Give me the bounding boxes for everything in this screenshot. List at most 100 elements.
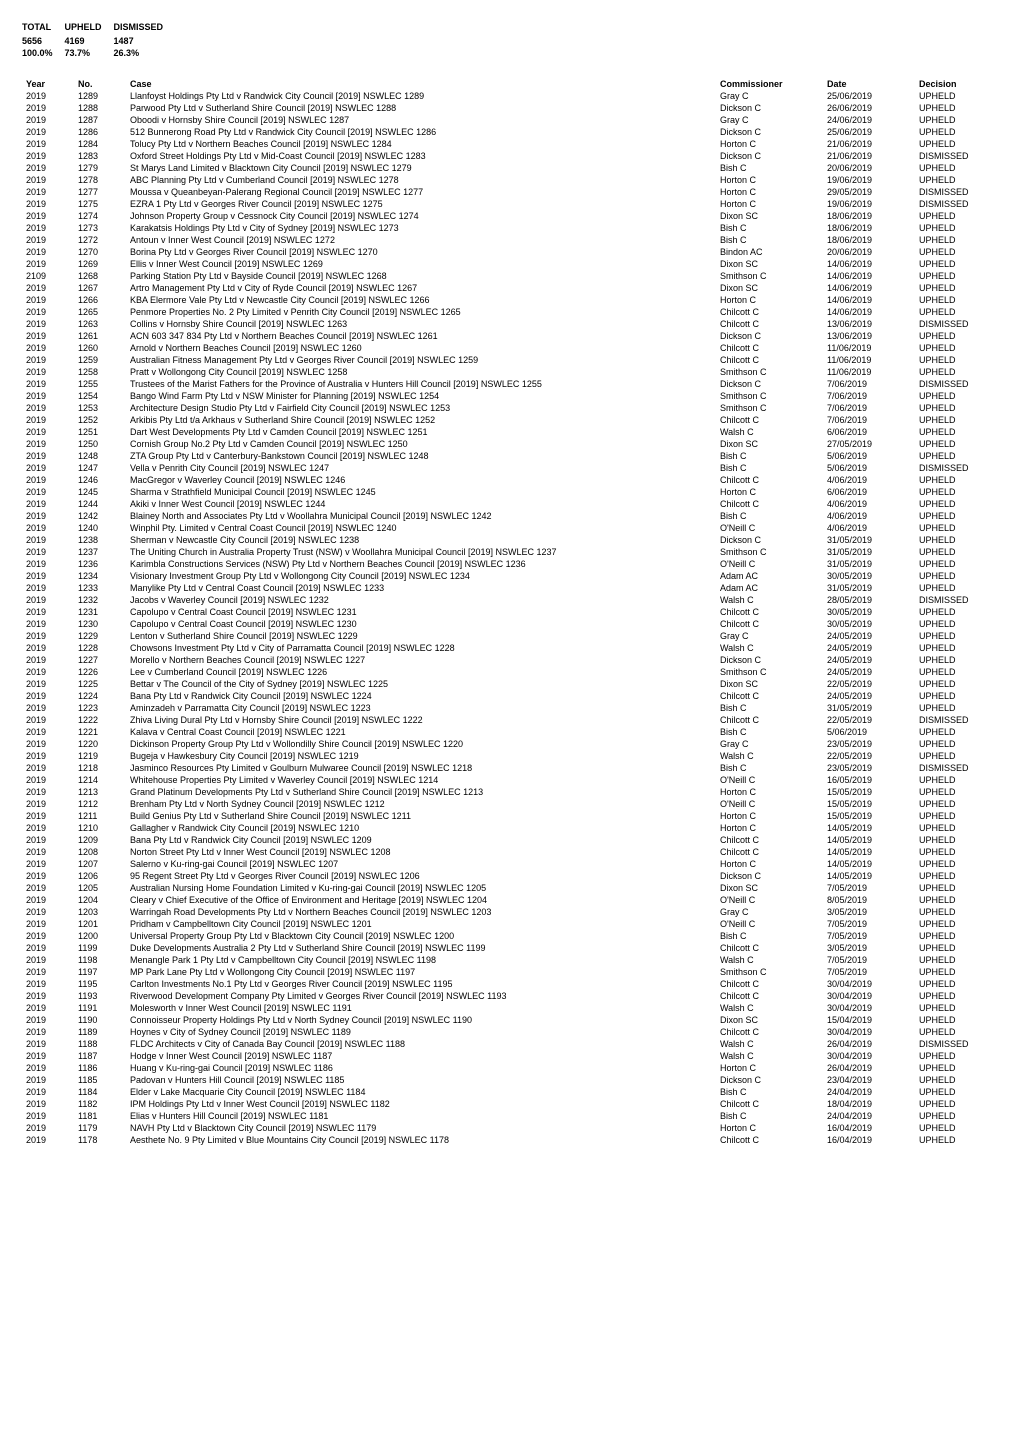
cell-case: Molesworth v Inner West Council [2019] N… <box>124 1002 714 1014</box>
cell-decision: UPHELD <box>913 990 1000 1002</box>
cell-date: 6/06/2019 <box>821 426 913 438</box>
table-row: 20191184Elder v Lake Macquarie City Coun… <box>20 1086 1000 1098</box>
cell-decision: DISMISSED <box>913 1038 1000 1050</box>
cell-commissioner: Chilcott C <box>714 498 821 510</box>
table-row: 20191248ZTA Group Pty Ltd v Canterbury-B… <box>20 450 1000 462</box>
table-row: 20191208Norton Street Pty Ltd v Inner We… <box>20 846 1000 858</box>
cell-case: FLDC Architects v City of Canada Bay Cou… <box>124 1038 714 1050</box>
cell-no: 1289 <box>72 90 124 102</box>
cell-decision: DISMISSED <box>913 594 1000 606</box>
cell-commissioner: Smithson C <box>714 366 821 378</box>
cell-case: Aminzadeh v Parramatta City Council [201… <box>124 702 714 714</box>
cell-commissioner: Bish C <box>714 726 821 738</box>
table-row: 20191214Whitehouse Properties Pty Limite… <box>20 774 1000 786</box>
cell-no: 1199 <box>72 942 124 954</box>
cell-decision: UPHELD <box>913 798 1000 810</box>
table-row: 20191178Aesthete No. 9 Pty Limited v Blu… <box>20 1134 1000 1146</box>
table-row: 20191205Australian Nursing Home Foundati… <box>20 882 1000 894</box>
cell-case: Karimbla Constructions Services (NSW) Pt… <box>124 558 714 570</box>
table-row: 20191219Bugeja v Hawkesbury City Council… <box>20 750 1000 762</box>
summary-pct-upheld: 73.7% <box>65 48 112 58</box>
cell-year: 2019 <box>20 606 72 618</box>
cell-decision: UPHELD <box>913 366 1000 378</box>
cell-case: Bugeja v Hawkesbury City Council [2019] … <box>124 750 714 762</box>
cell-year: 2019 <box>20 1134 72 1146</box>
cell-no: 1250 <box>72 438 124 450</box>
table-row: 20191212Brenham Pty Ltd v North Sydney C… <box>20 798 1000 810</box>
cell-year: 2019 <box>20 810 72 822</box>
cell-no: 1287 <box>72 114 124 126</box>
table-row: 20191247Vella v Penrith City Council [20… <box>20 462 1000 474</box>
cell-case: Trustees of the Marist Fathers for the P… <box>124 378 714 390</box>
cell-no: 1260 <box>72 342 124 354</box>
cell-date: 7/06/2019 <box>821 390 913 402</box>
cell-case: Lenton v Sutherland Shire Council [2019]… <box>124 630 714 642</box>
cell-commissioner: Adam AC <box>714 570 821 582</box>
cell-decision: UPHELD <box>913 906 1000 918</box>
cell-year: 2019 <box>20 702 72 714</box>
cell-year: 2019 <box>20 318 72 330</box>
table-row: 20191259Australian Fitness Management Pt… <box>20 354 1000 366</box>
cell-no: 1278 <box>72 174 124 186</box>
cell-no: 1213 <box>72 786 124 798</box>
cell-case: Blainey North and Associates Pty Ltd v W… <box>124 510 714 522</box>
table-row: 20191273Karakatsis Holdings Pty Ltd v Ci… <box>20 222 1000 234</box>
col-date: Date <box>821 78 913 90</box>
cell-no: 1261 <box>72 330 124 342</box>
cell-decision: UPHELD <box>913 342 1000 354</box>
cell-case: Dart West Developments Pty Ltd v Camden … <box>124 426 714 438</box>
cell-decision: UPHELD <box>913 810 1000 822</box>
cell-decision: UPHELD <box>913 474 1000 486</box>
table-row: 20191181Elias v Hunters Hill Council [20… <box>20 1110 1000 1122</box>
cell-case: Hoynes v City of Sydney Council [2019] N… <box>124 1026 714 1038</box>
cell-commissioner: Dixon SC <box>714 282 821 294</box>
cell-commissioner: Walsh C <box>714 594 821 606</box>
cell-decision: UPHELD <box>913 738 1000 750</box>
cell-case: The Uniting Church in Australia Property… <box>124 546 714 558</box>
cell-commissioner: Dixon SC <box>714 882 821 894</box>
table-row: 20191225Bettar v The Council of the City… <box>20 678 1000 690</box>
cell-decision: UPHELD <box>913 282 1000 294</box>
cell-no: 1209 <box>72 834 124 846</box>
summary-hdr-total: TOTAL <box>22 22 63 32</box>
cell-no: 1223 <box>72 702 124 714</box>
cell-date: 19/06/2019 <box>821 174 913 186</box>
cell-no: 1206 <box>72 870 124 882</box>
cell-case: St Marys Land Limited v Blacktown City C… <box>124 162 714 174</box>
cell-case: Parking Station Pty Ltd v Bayside Counci… <box>124 270 714 282</box>
cell-decision: DISMISSED <box>913 198 1000 210</box>
cell-year: 2019 <box>20 762 72 774</box>
cell-decision: UPHELD <box>913 510 1000 522</box>
cell-decision: UPHELD <box>913 1110 1000 1122</box>
summary-hdr-upheld: UPHELD <box>65 22 112 32</box>
cell-year: 2019 <box>20 1062 72 1074</box>
cell-date: 7/05/2019 <box>821 954 913 966</box>
table-row: 20191253Architecture Design Studio Pty L… <box>20 402 1000 414</box>
cell-decision: UPHELD <box>913 774 1000 786</box>
cell-date: 30/05/2019 <box>821 570 913 582</box>
cell-no: 1284 <box>72 138 124 150</box>
cell-decision: UPHELD <box>913 138 1000 150</box>
cell-case: Borina Pty Ltd v Georges River Council [… <box>124 246 714 258</box>
cell-case: Connoisseur Property Holdings Pty Ltd v … <box>124 1014 714 1026</box>
cell-case: Warringah Road Developments Pty Ltd v No… <box>124 906 714 918</box>
cell-case: Llanfoyst Holdings Pty Ltd v Randwick Ci… <box>124 90 714 102</box>
cell-year: 2019 <box>20 258 72 270</box>
cell-no: 1265 <box>72 306 124 318</box>
cell-commissioner: Smithson C <box>714 966 821 978</box>
cell-date: 24/04/2019 <box>821 1086 913 1098</box>
table-row: 20191188FLDC Architects v City of Canada… <box>20 1038 1000 1050</box>
cell-year: 2019 <box>20 246 72 258</box>
summary-block: TOTAL UPHELD DISMISSED 5656 4169 1487 10… <box>20 20 1000 60</box>
cell-commissioner: Chilcott C <box>714 414 821 426</box>
table-row: 20191237The Uniting Church in Australia … <box>20 546 1000 558</box>
cell-date: 24/05/2019 <box>821 666 913 678</box>
cell-case: Moussa v Queanbeyan-Palerang Regional Co… <box>124 186 714 198</box>
cell-commissioner: Smithson C <box>714 666 821 678</box>
cell-date: 26/06/2019 <box>821 102 913 114</box>
cell-year: 2019 <box>20 1086 72 1098</box>
cell-date: 7/06/2019 <box>821 414 913 426</box>
cell-decision: UPHELD <box>913 306 1000 318</box>
cell-decision: UPHELD <box>913 1062 1000 1074</box>
cell-case: Jacobs v Waverley Council [2019] NSWLEC … <box>124 594 714 606</box>
